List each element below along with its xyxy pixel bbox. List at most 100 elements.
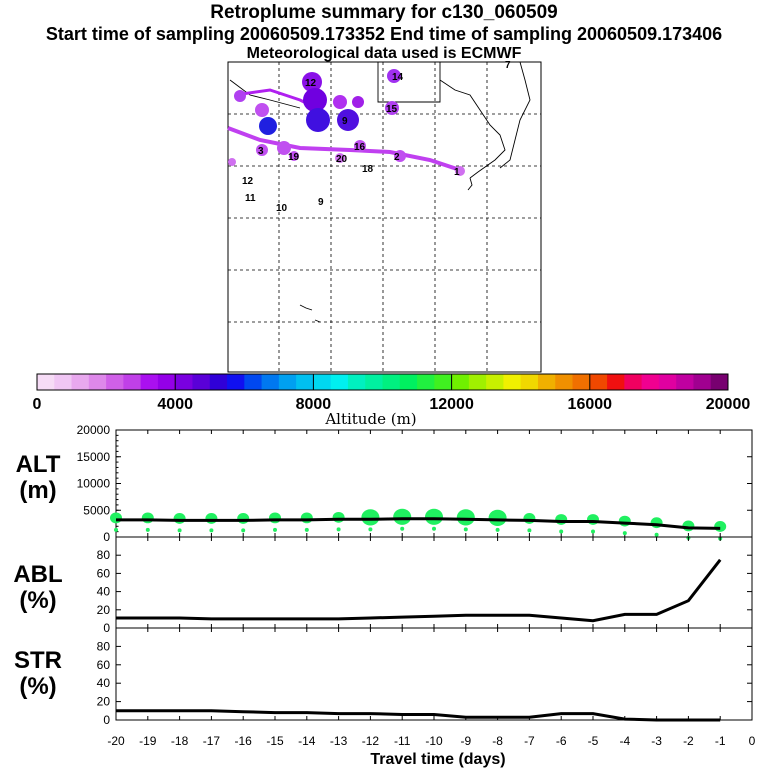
map-label: 10 — [276, 203, 288, 214]
x-tick-label: -6 — [556, 734, 567, 748]
map-label: 12 — [305, 78, 317, 89]
abl-series-line — [116, 558, 722, 623]
x-tick-label: -4 — [619, 734, 630, 748]
coastlines — [229, 61, 531, 323]
plume-circle — [352, 96, 364, 108]
colorbar-segment — [330, 374, 349, 390]
colorbar-tick-label: 4000 — [157, 396, 193, 413]
plume-circle — [277, 141, 291, 155]
colorbar-segment — [434, 374, 453, 390]
x-tick-label: 0 — [749, 734, 756, 748]
plume-circle — [455, 166, 465, 176]
y-tick-label: 5000 — [83, 503, 110, 517]
colorbar-tick-label: 12000 — [429, 396, 474, 413]
x-tick-label: -16 — [235, 734, 253, 748]
altitude-distribution-blob — [559, 529, 564, 534]
y-tick-label: 80 — [97, 639, 111, 653]
colorbar-segment — [278, 374, 297, 390]
x-tick-label: -13 — [330, 734, 348, 748]
altitude-distribution-blob — [110, 512, 122, 524]
altitude-distribution-blob — [495, 527, 500, 532]
chart-title: Retroplume summary for c130_060509 — [210, 2, 558, 23]
plume-circle — [306, 108, 330, 132]
altitude-distribution-blob — [587, 514, 599, 525]
x-tick-label: -18 — [171, 734, 189, 748]
colorbar-segment — [468, 374, 487, 390]
altitude-distribution-blob — [400, 526, 405, 531]
colorbar-tick-label: 20000 — [706, 396, 751, 413]
timeseries-panels: 0 5000 10000 15000 20000 0 20 40 60 80 0 20 40 60 80 -2… — [77, 423, 756, 768]
map-label: 14 — [392, 72, 404, 83]
colorbar-segment — [641, 374, 660, 390]
colorbar-segment — [347, 374, 366, 390]
altitude-distribution-blob — [361, 509, 380, 526]
y-tick-label: 0 — [103, 713, 110, 727]
x-tick-label: -2 — [683, 734, 694, 748]
altitude-distribution-blob — [456, 509, 475, 526]
altitude-distribution-blob — [622, 531, 627, 536]
colorbar-segment — [693, 374, 712, 390]
abl-panel: 0 20 40 60 80 — [97, 536, 753, 635]
plume-circle — [256, 144, 268, 156]
altitude-distribution-blob — [432, 526, 436, 531]
y-tick-label: 20 — [97, 603, 111, 617]
altitude-distribution-blob — [173, 513, 186, 524]
abl-panel-label: ABL (%) — [13, 561, 63, 614]
map-label: 9 — [318, 197, 324, 208]
colorbar-segment — [175, 374, 193, 390]
x-axis-label: Travel time (days) — [370, 751, 505, 768]
colorbar-tick-label: 16000 — [568, 396, 613, 413]
altitude-distribution-blob — [488, 509, 507, 526]
plume-circle — [337, 109, 359, 131]
colorbar-segment — [382, 374, 401, 390]
altitude-distribution-blob — [591, 529, 595, 534]
y-tick-label: 0 — [103, 621, 110, 635]
x-tick-label: -7 — [524, 734, 535, 748]
map-label: 16 — [354, 142, 366, 153]
colorbar-segment — [537, 374, 556, 390]
x-tick-label: -17 — [203, 734, 221, 748]
altitude-distribution-blob — [177, 528, 182, 533]
colorbar-segment — [37, 374, 55, 390]
altitude-distribution-blob — [523, 513, 536, 524]
altitude-distribution-blob — [393, 508, 412, 525]
plume-circle — [385, 101, 399, 115]
x-tick-label: -12 — [362, 734, 380, 748]
altitude-distribution-blob — [714, 521, 727, 532]
altitude-distribution-blob — [237, 513, 250, 524]
plume-circle — [394, 150, 406, 162]
colorbar-segment — [71, 374, 90, 390]
colorbar-segment — [520, 374, 539, 390]
altitude-distribution-blob — [618, 515, 631, 527]
plume-circle — [354, 140, 366, 152]
colorbar-segment — [555, 374, 574, 390]
map-label: 19 — [288, 152, 300, 163]
plume-circle — [228, 158, 236, 166]
str-series-line — [116, 709, 721, 722]
trajectory-day-labels: 12 14 10 11 9 20 18 19 15 16 12 9 2 1 3 … — [242, 60, 511, 214]
y-tick-label: 80 — [97, 548, 111, 562]
altitude-distribution-blob — [209, 528, 214, 533]
altitude-distribution-blob — [269, 512, 281, 524]
plume-circle — [333, 95, 347, 109]
y-tick-label: 0 — [103, 530, 110, 544]
plume-circle — [302, 72, 322, 92]
x-tick-label: -9 — [460, 734, 471, 748]
colorbar-segment — [624, 374, 643, 390]
str-panel: 0 20 40 60 80 — [97, 627, 753, 727]
colorbar-segment — [365, 374, 383, 390]
altitude-colorbar: 0 4000 8000 12000 16000 20000 Altitude (m) — [33, 373, 751, 428]
x-tick-label: -10 — [425, 734, 443, 748]
plume-circle — [335, 153, 345, 163]
altitude-distribution-blob — [273, 527, 277, 532]
plume-circle — [234, 90, 246, 102]
map-label: 1 — [454, 167, 460, 178]
altitude-distribution-blob — [241, 528, 246, 533]
altitude-distribution-blob — [205, 513, 218, 524]
altitude-distribution-blob — [425, 508, 443, 525]
colorbar-segment — [54, 374, 73, 390]
map-label: 9 — [342, 116, 348, 127]
map-label: 11 — [245, 193, 256, 204]
plume-circle — [259, 117, 277, 135]
colorbar-segment — [572, 374, 591, 390]
